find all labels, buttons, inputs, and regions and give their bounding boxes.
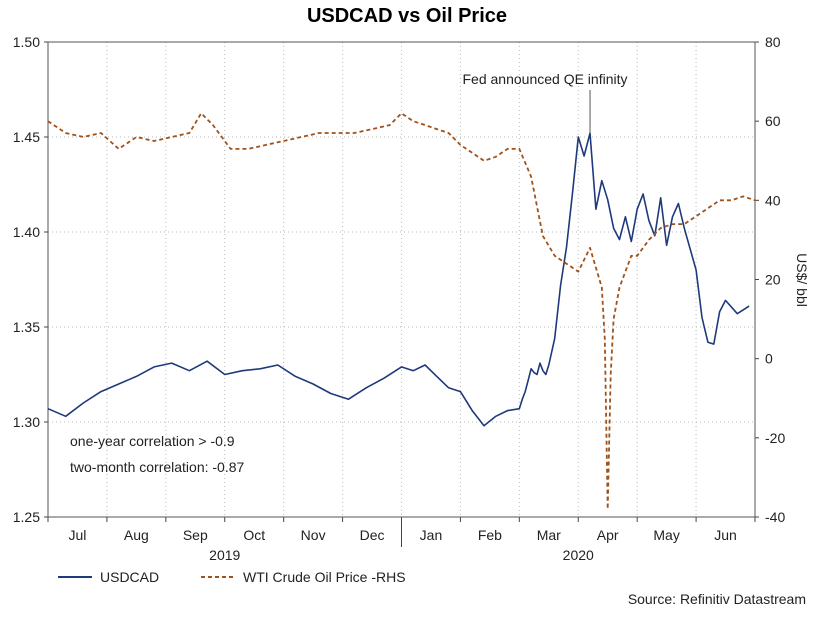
year-label-2020: 2020 — [563, 547, 594, 563]
two-month-correlation-note: two-month correlation: -0.87 — [70, 459, 245, 475]
month-label: Aug — [124, 527, 149, 543]
month-label: Sep — [183, 527, 208, 543]
right-tick-label: 20 — [765, 272, 781, 288]
month-label: Dec — [360, 527, 385, 543]
oil-price-line — [47, 112, 756, 511]
month-label: Apr — [597, 527, 619, 543]
month-label: Jul — [69, 527, 87, 543]
left-tick-label: 1.30 — [13, 414, 40, 430]
source-note: Source: Refinitiv Datastream — [628, 591, 806, 607]
plot-frame — [47, 41, 756, 518]
one-year-correlation-note: one-year correlation > -0.9 — [70, 433, 235, 449]
usdcad-line — [47, 132, 750, 427]
legend: USDCAD WTI Crude Oil Price -RHS — [58, 569, 406, 585]
month-label: Oct — [243, 527, 265, 543]
right-tick-label: 80 — [765, 34, 781, 50]
left-tick-label: 1.45 — [13, 129, 40, 145]
legend-oil-label: WTI Crude Oil Price -RHS — [243, 569, 406, 585]
right-tick-label: 0 — [765, 351, 773, 367]
left-tick-label: 1.25 — [13, 509, 40, 525]
qe-annotation: Fed announced QE infinity — [463, 71, 628, 87]
month-label: Feb — [478, 527, 502, 543]
legend-usdcad-label: USDCAD — [100, 569, 159, 585]
chart-title: USDCAD vs Oil Price — [307, 5, 507, 27]
series — [47, 112, 756, 511]
axes: 1.25 1.30 1.35 1.40 1.45 1.50 -40 -20 0 20 40 60 80 J… — [13, 34, 786, 563]
year-label-2019: 2019 — [209, 547, 240, 563]
right-tick-label: 60 — [765, 113, 781, 129]
right-tick-label: -20 — [765, 430, 785, 446]
right-axis-label: US$/ bbl — [794, 253, 810, 307]
left-tick-label: 1.35 — [13, 319, 40, 335]
right-tick-label: -40 — [765, 509, 785, 525]
month-label: Mar — [537, 527, 561, 543]
left-tick-label: 1.40 — [13, 224, 40, 240]
month-label: Jan — [420, 527, 443, 543]
left-tick-label: 1.50 — [13, 34, 40, 50]
month-label: May — [653, 527, 679, 543]
month-label: Nov — [301, 527, 326, 543]
right-tick-label: 40 — [765, 192, 781, 208]
month-label: Jun — [714, 527, 737, 543]
